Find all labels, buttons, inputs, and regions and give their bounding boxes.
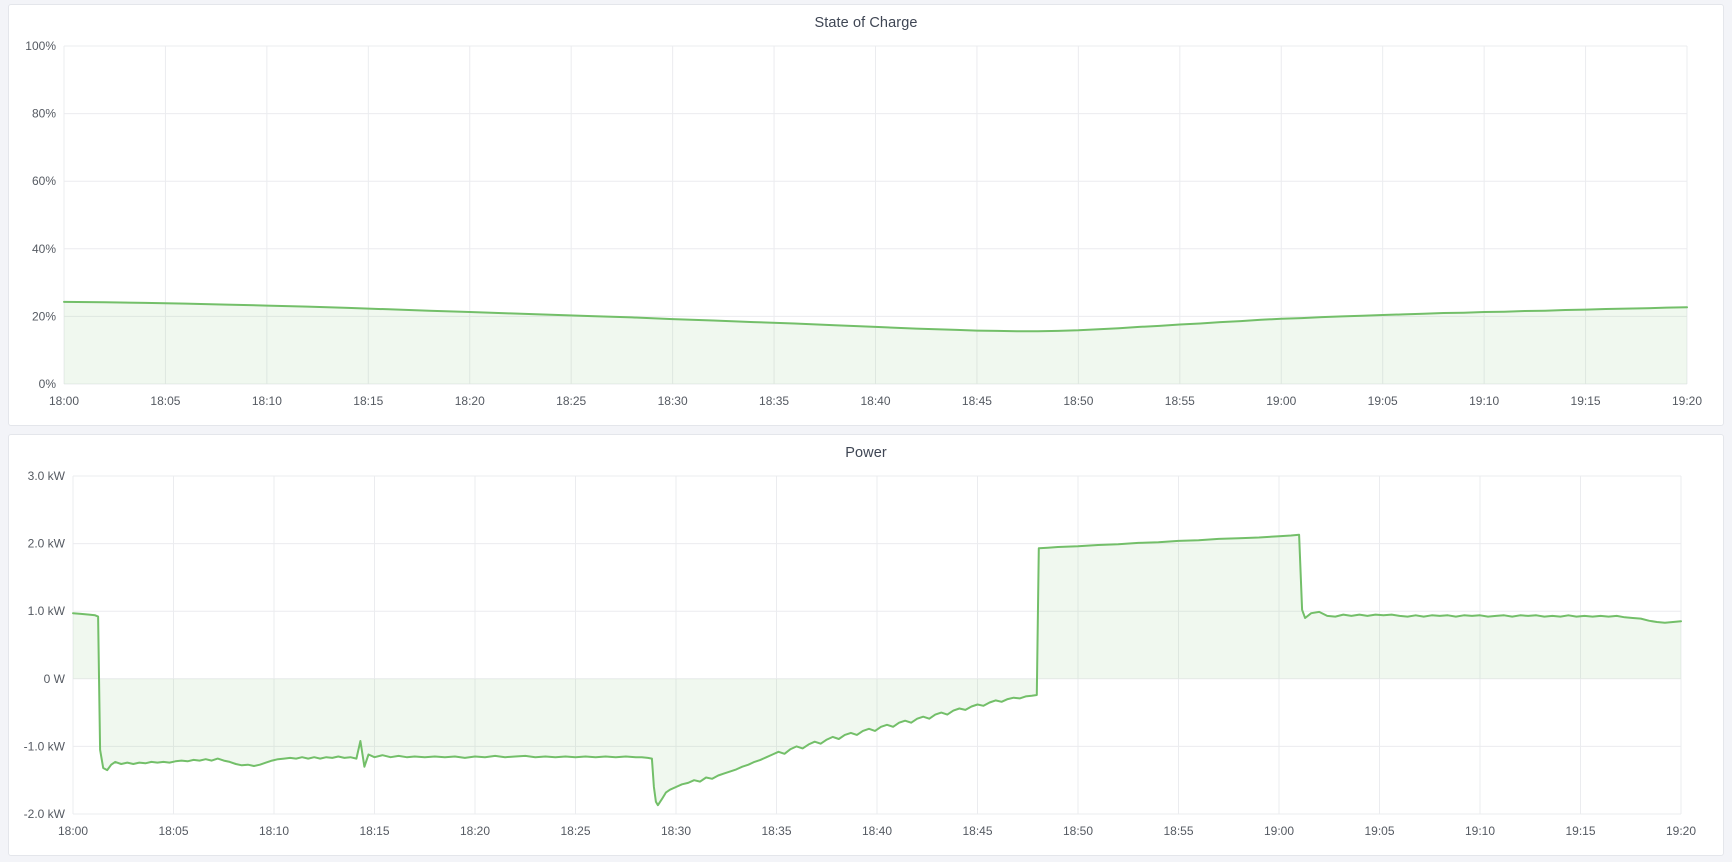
y-axis-labels: -2.0 kW -1.0 kW 0 W 1.0 kW 2.0 kW 3.0 kW bbox=[24, 469, 66, 821]
svg-text:100%: 100% bbox=[25, 39, 56, 53]
y-axis-labels: 0% 20% 40% 60% 80% 100% bbox=[25, 39, 56, 391]
grid-lines bbox=[63, 45, 1688, 385]
svg-text:18:35: 18:35 bbox=[761, 824, 791, 838]
svg-text:19:15: 19:15 bbox=[1565, 824, 1595, 838]
svg-text:18:30: 18:30 bbox=[661, 824, 691, 838]
svg-text:19:15: 19:15 bbox=[1571, 394, 1601, 408]
svg-text:18:50: 18:50 bbox=[1063, 394, 1093, 408]
svg-text:18:45: 18:45 bbox=[962, 824, 992, 838]
svg-text:19:10: 19:10 bbox=[1465, 824, 1495, 838]
svg-text:18:20: 18:20 bbox=[460, 824, 490, 838]
svg-text:-1.0 kW: -1.0 kW bbox=[24, 739, 66, 753]
x-axis-labels: 18:00 18:05 18:10 18:15 18:20 18:25 18:30 18:35… bbox=[49, 394, 1702, 408]
svg-text:19:00: 19:00 bbox=[1264, 824, 1294, 838]
svg-text:18:20: 18:20 bbox=[455, 394, 485, 408]
svg-text:18:10: 18:10 bbox=[259, 824, 289, 838]
grid-lines bbox=[72, 475, 1682, 815]
state-of-charge-chart[interactable]: 0%20%40%60%80%100%18:00 18:05 18:10 18:15 18… bbox=[9, 36, 1723, 414]
panel-title-power[interactable]: Power bbox=[845, 445, 887, 461]
panel-title-state-of-charge[interactable]: State of Charge bbox=[814, 15, 918, 31]
svg-text:18:25: 18:25 bbox=[560, 824, 590, 838]
svg-text:18:25: 18:25 bbox=[556, 394, 586, 408]
svg-text:18:15: 18:15 bbox=[359, 824, 389, 838]
svg-text:18:00: 18:00 bbox=[58, 824, 88, 838]
series-power bbox=[72, 533, 1682, 807]
svg-text:60%: 60% bbox=[32, 174, 56, 188]
svg-text:18:55: 18:55 bbox=[1163, 824, 1193, 838]
svg-text:18:00: 18:00 bbox=[49, 394, 79, 408]
svg-text:20%: 20% bbox=[32, 309, 56, 323]
svg-text:19:00: 19:00 bbox=[1266, 394, 1296, 408]
svg-text:-2.0 kW: -2.0 kW bbox=[24, 807, 66, 821]
svg-text:19:10: 19:10 bbox=[1469, 394, 1499, 408]
svg-text:3.0 kW: 3.0 kW bbox=[28, 469, 66, 483]
svg-text:18:35: 18:35 bbox=[759, 394, 789, 408]
svg-text:18:15: 18:15 bbox=[353, 394, 383, 408]
svg-text:19:05: 19:05 bbox=[1364, 824, 1394, 838]
svg-text:0%: 0% bbox=[39, 377, 57, 391]
svg-text:1.0 kW: 1.0 kW bbox=[28, 604, 66, 618]
svg-text:80%: 80% bbox=[32, 107, 56, 121]
svg-text:40%: 40% bbox=[32, 242, 56, 256]
svg-text:18:30: 18:30 bbox=[658, 394, 688, 408]
svg-text:19:20: 19:20 bbox=[1666, 824, 1696, 838]
svg-text:18:05: 18:05 bbox=[158, 824, 188, 838]
svg-text:18:40: 18:40 bbox=[860, 394, 890, 408]
x-axis-labels: 18:00 18:05 18:10 18:15 18:20 18:25 18:30 18:35… bbox=[58, 824, 1696, 838]
svg-text:2.0 kW: 2.0 kW bbox=[28, 537, 66, 551]
svg-text:18:50: 18:50 bbox=[1063, 824, 1093, 838]
svg-text:0 W: 0 W bbox=[44, 672, 66, 686]
svg-text:18:45: 18:45 bbox=[962, 394, 992, 408]
svg-text:18:40: 18:40 bbox=[862, 824, 892, 838]
panel-state-of-charge: State of Charge 0% 20% 40% 60% 80% 100% 18:00 1… bbox=[8, 4, 1724, 426]
svg-text:18:05: 18:05 bbox=[150, 394, 180, 408]
power-chart[interactable]: -2.0 kW -1.0 kW 0 W 1.0 kW 2.0 kW 3.0 kW 18:00… bbox=[9, 466, 1723, 844]
series-state-of-charge bbox=[63, 300, 1688, 384]
svg-text:18:10: 18:10 bbox=[252, 394, 282, 408]
svg-text:18:55: 18:55 bbox=[1165, 394, 1195, 408]
svg-text:19:20: 19:20 bbox=[1672, 394, 1702, 408]
panel-power: Power -2.0 kW -1.0 kW 0 W 1.0 kW 2.0 kW 3.0 k… bbox=[8, 434, 1724, 856]
svg-text:19:05: 19:05 bbox=[1368, 394, 1398, 408]
